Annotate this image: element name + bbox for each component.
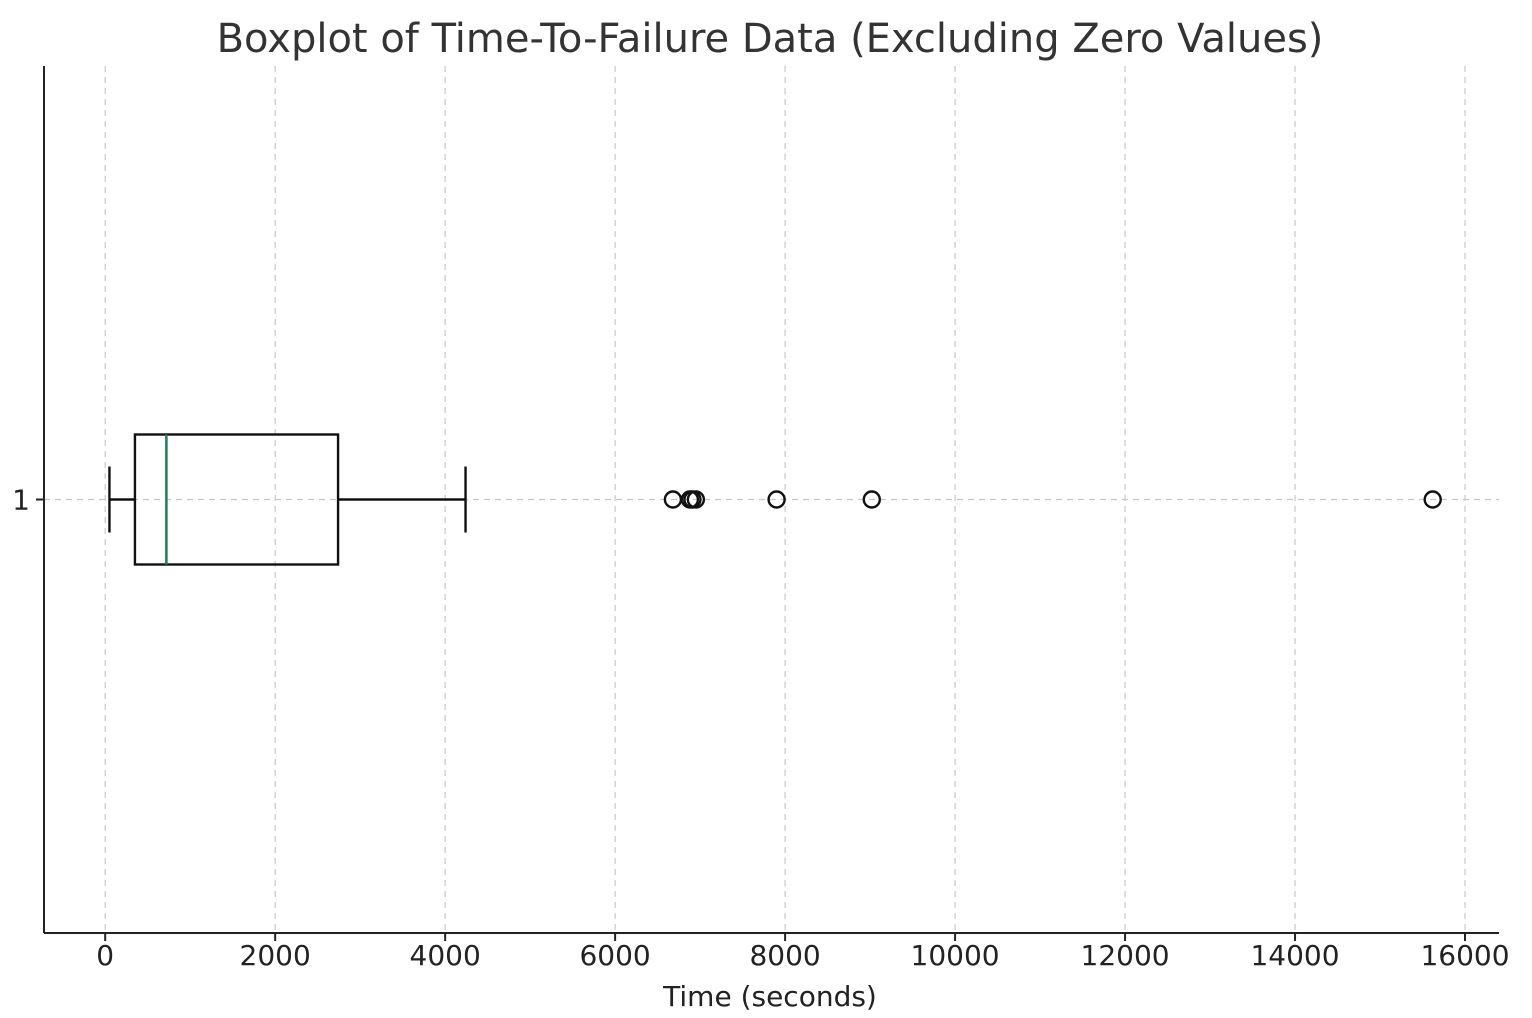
x-axis-label: Time (seconds) xyxy=(662,980,877,1013)
chart-title: Boxplot of Time-To-Failure Data (Excludi… xyxy=(217,16,1324,62)
outlier-point xyxy=(767,490,786,509)
axes-layer: 0 2000 4000 6000 8000 10000 12000 14000 16000 1 xyxy=(12,66,1510,972)
x-tick-label: 4000 xyxy=(410,939,481,972)
y-tick-label: 1 xyxy=(12,484,30,517)
x-tick-label: 14000 xyxy=(1250,939,1339,972)
boxes-layer xyxy=(108,433,1442,566)
x-tick-label: 12000 xyxy=(1081,939,1170,972)
x-tick-label: 8000 xyxy=(749,939,820,972)
x-tick-label: 10000 xyxy=(911,939,1000,972)
x-tick-label: 6000 xyxy=(579,939,650,972)
outlier-point xyxy=(1423,490,1442,509)
x-tick-label: 2000 xyxy=(240,939,311,972)
x-tick-label: 16000 xyxy=(1420,939,1509,972)
iqr-box xyxy=(133,433,340,566)
outlier-point xyxy=(686,490,706,509)
x-tick-label: 0 xyxy=(96,939,114,972)
outlier-point xyxy=(862,490,881,509)
grid-layer xyxy=(44,66,1499,933)
